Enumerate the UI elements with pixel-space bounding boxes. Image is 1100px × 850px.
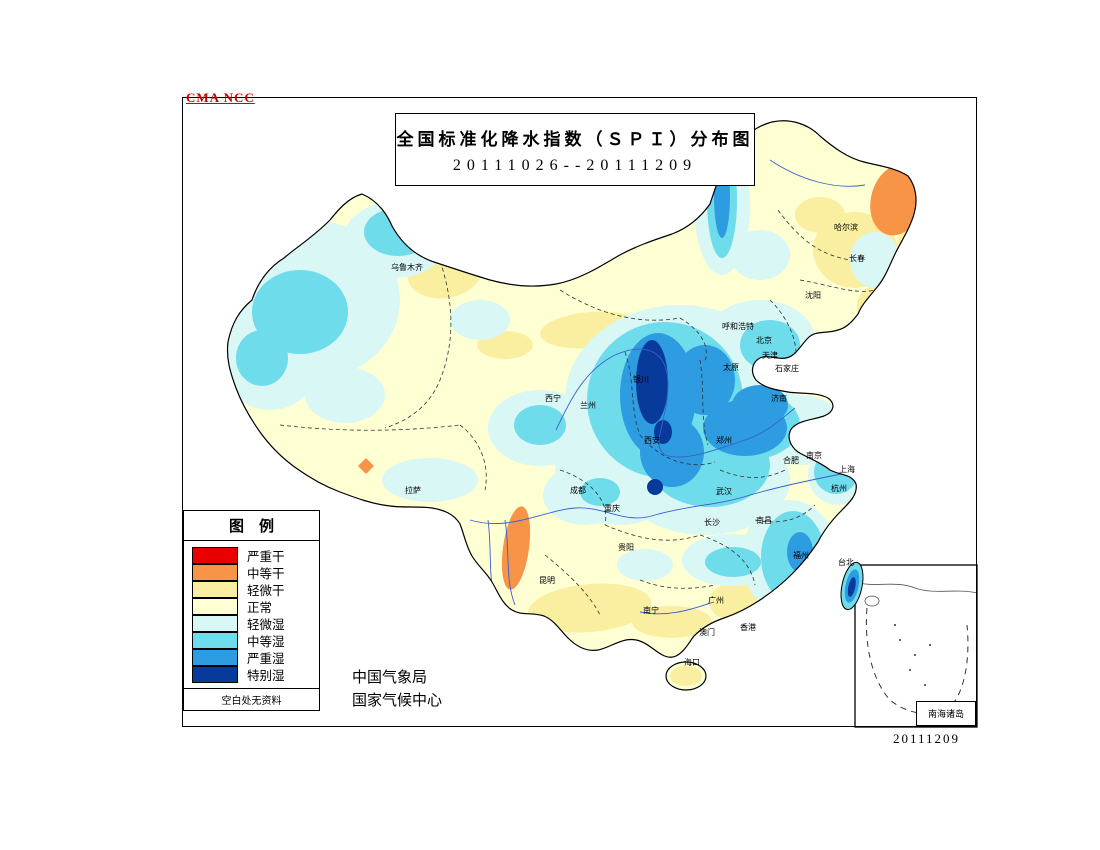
attribution-line1: 中国气象局 — [352, 668, 428, 686]
legend-label: 严重湿 — [247, 651, 285, 666]
attribution-line2: 国家气候中心 — [352, 691, 443, 709]
legend-label: 正常 — [247, 600, 273, 615]
legend-items: 严重干中等干轻微干正常轻微湿中等湿严重湿特别湿 — [184, 541, 319, 688]
china-outline — [226, 120, 917, 691]
legend-swatch — [192, 563, 238, 581]
province-boundaries — [279, 209, 876, 616]
title-box: 全国标准化降水指数（ＳＰＩ）分布图 20111026--20111209 — [395, 113, 755, 186]
legend-label: 轻微湿 — [247, 617, 285, 632]
legend-label: 轻微干 — [247, 583, 285, 598]
legend-label: 中等干 — [247, 566, 285, 581]
legend-swatch — [192, 648, 238, 666]
rivers — [469, 159, 866, 615]
legend: 图 例 严重干中等干轻微干正常轻微湿中等湿严重湿特别湿 空白处无资料 — [183, 510, 320, 711]
legend-item: 轻微湿 — [192, 614, 311, 632]
legend-label: 中等湿 — [247, 634, 285, 649]
legend-item: 严重湿 — [192, 648, 311, 666]
map-title: 全国标准化降水指数（ＳＰＩ）分布图 — [396, 129, 754, 150]
spi-layer-extreme-wet — [636, 340, 672, 495]
inset-label: 南海诸岛 — [916, 701, 976, 726]
legend-swatch — [192, 614, 238, 632]
attribution: 中国气象局 国家气候中心 — [352, 666, 442, 712]
legend-footnote: 空白处无资料 — [184, 688, 319, 710]
cma-ncc-watermark: CMA NCC — [186, 90, 255, 105]
legend-swatch — [192, 580, 238, 598]
spi-layer-moderate-dry — [358, 164, 916, 590]
legend-label: 特别湿 — [247, 668, 285, 683]
legend-item: 严重干 — [192, 546, 311, 564]
legend-item: 轻微干 — [192, 580, 311, 598]
legend-swatch — [192, 665, 238, 683]
legend-item: 中等干 — [192, 563, 311, 581]
taiwan-island — [840, 561, 864, 611]
legend-swatch — [192, 546, 238, 564]
legend-label: 严重干 — [247, 549, 285, 564]
date-stamp: 20111209 — [893, 731, 961, 746]
legend-swatch — [192, 597, 238, 615]
legend-item: 正常 — [192, 597, 311, 615]
legend-swatch — [192, 631, 238, 649]
legend-item: 特别湿 — [192, 665, 311, 683]
legend-item: 中等湿 — [192, 631, 311, 649]
south-china-sea-inset — [854, 564, 978, 728]
legend-title: 图 例 — [184, 511, 319, 541]
date-range: 20111026--20111209 — [452, 156, 698, 174]
